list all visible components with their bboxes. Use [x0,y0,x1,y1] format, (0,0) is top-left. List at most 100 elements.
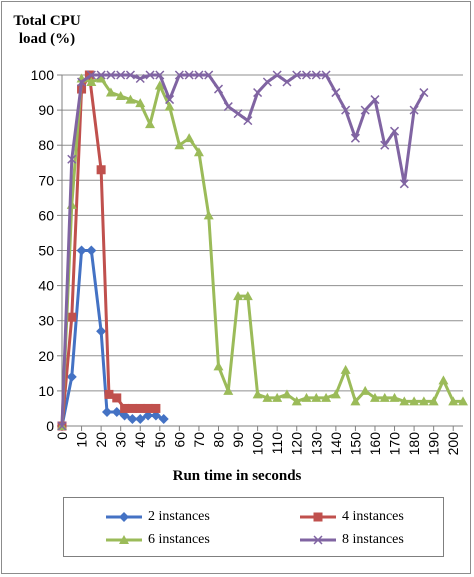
x-tick-label-200: 200 [445,432,461,456]
y-tick-label-80: 80 [38,137,54,153]
data-point-8-instances-8-stroke-b [135,73,145,84]
data-point-6-instances-12 [174,140,185,150]
legend-label-6-instances: 6 instances [148,532,210,547]
legend-marker-4-instances [313,512,323,522]
data-point-8-instances-18 [233,109,243,119]
data-point-2-instances-1 [66,371,77,382]
legend: 2 instances 4 instances 6 instances 8 in… [63,497,444,557]
data-point-6-instances-8 [135,98,146,108]
data-point-8-instances-3 [86,70,96,80]
data-point-2-instances-12 [158,413,169,424]
data-point-8-instances-15-stroke-b [204,70,214,80]
data-point-8-instances-31-stroke-b [360,105,370,115]
data-point-8-instances-13-stroke-b [184,70,194,80]
y-tick-label-40: 40 [38,278,54,294]
data-point-8-instances-35 [399,179,409,189]
legend-marker-6-instances [119,535,129,544]
data-point-8-instances-34 [390,126,400,136]
data-point-6-instances-35 [399,396,410,406]
data-point-6-instances-16 [213,361,224,371]
data-point-8-instances-1-stroke-b [67,154,77,164]
x-tick-label-0: 0 [54,432,70,440]
data-point-8-instances-22-stroke-b [272,70,282,80]
y-axis-label-line-1: Total CPU [13,13,81,29]
data-point-8-instances-16 [213,84,224,94]
data-point-8-instances-32 [370,95,380,105]
data-point-2-instances-4 [96,326,107,337]
y-tick-labels: 0 10 20 30 40 50 60 70 80 90 100 [31,67,55,434]
x-tick-label-110: 110 [269,432,285,455]
data-point-8-instances-4 [96,70,106,80]
data-point-6-instances-17 [223,385,234,395]
data-point-8-instances-16-stroke-b [213,84,224,94]
data-point-8-instances-24-stroke-b [292,70,302,80]
y-tick-label-70: 70 [38,172,54,188]
data-point-8-instances-3-stroke-b [86,70,96,80]
data-point-2-instances-7 [119,410,130,421]
x-tick-label-60: 60 [171,432,187,448]
y-tick-label-50: 50 [38,243,54,259]
data-point-8-instances-30-stroke-b [350,133,360,143]
data-point-8-instances-10-stroke-b [155,70,165,80]
data-point-8-instances-25-stroke-b [301,70,312,80]
data-point-8-instances-29-stroke-b [341,105,351,115]
data-point-6-instances-39 [438,375,449,385]
legend-swatch-4-instances [300,512,336,522]
data-point-8-instances-23 [282,77,292,87]
data-point-8-instances-33-stroke-b [380,140,390,150]
data-point-8-instances-27-stroke-b [321,70,331,80]
y-tick-label-60: 60 [38,207,54,223]
legend-marker-8-instances-stroke-b [313,535,323,545]
legend-item-2-instances: 2 instances [104,507,210,527]
data-point-8-instances-36-stroke-b [409,105,419,115]
legend-swatch-8-instances [300,535,336,545]
data-point-8-instances-31 [360,105,370,115]
legend-label-8-instances: 8 instances [342,532,404,547]
data-point-8-instances-11 [165,95,175,105]
data-point-6-instances-22 [272,392,283,402]
data-point-6-instances-40 [448,396,459,406]
legend-item-6-instances: 6 instances [104,530,210,550]
data-point-4-instances-5 [104,389,114,399]
data-point-8-instances-37 [419,88,429,98]
data-point-8-instances-26-stroke-b [311,70,321,80]
legend-swatch-6-instances [106,535,142,544]
data-point-4-instances-7 [120,403,130,413]
y-tick-label-20: 20 [38,348,54,364]
data-point-8-instances-6 [116,70,126,80]
data-point-2-instances-10 [143,410,154,421]
legend-label-2-instances: 2 instances [148,509,210,524]
data-point-8-instances-14-stroke-b [194,70,204,80]
data-point-8-instances-13 [184,70,194,80]
y-tick-label-10: 10 [38,383,54,399]
data-point-8-instances-21 [262,77,272,87]
data-point-8-instances-37-stroke-b [419,88,429,98]
data-point-4-instances-4 [96,165,106,175]
legend-marker-8-instances [313,535,323,545]
data-point-8-instances-10 [155,70,165,80]
plot-series [57,70,468,431]
x-tick-label-10: 10 [74,432,90,448]
data-point-8-instances-9 [145,70,155,80]
data-point-2-instances-2 [76,245,87,256]
data-point-8-instances-8 [135,73,145,84]
legend-swatch-2-instances [106,512,142,522]
data-point-2-instances-3 [86,245,97,256]
data-point-4-instances-11 [151,403,161,413]
data-point-6-instances-41 [458,396,468,406]
data-point-2-instances-5 [101,406,112,417]
data-point-8-instances-1 [67,154,77,164]
x-tick-label-160: 160 [367,432,383,456]
data-point-4-instances-10 [143,403,153,413]
data-point-8-instances-14 [194,70,204,80]
data-point-6-instances-34 [389,392,400,402]
x-tick-label-90: 90 [230,432,246,448]
x-tick-label-20: 20 [93,432,109,448]
data-point-8-instances-11-stroke-b [165,95,175,105]
data-point-8-instances-7-stroke-b [125,70,135,80]
data-point-8-instances-36 [409,105,419,115]
data-point-2-instances-6 [111,406,122,417]
data-point-8-instances-20-stroke-b [253,88,263,98]
data-point-6-instances-33 [379,392,390,402]
